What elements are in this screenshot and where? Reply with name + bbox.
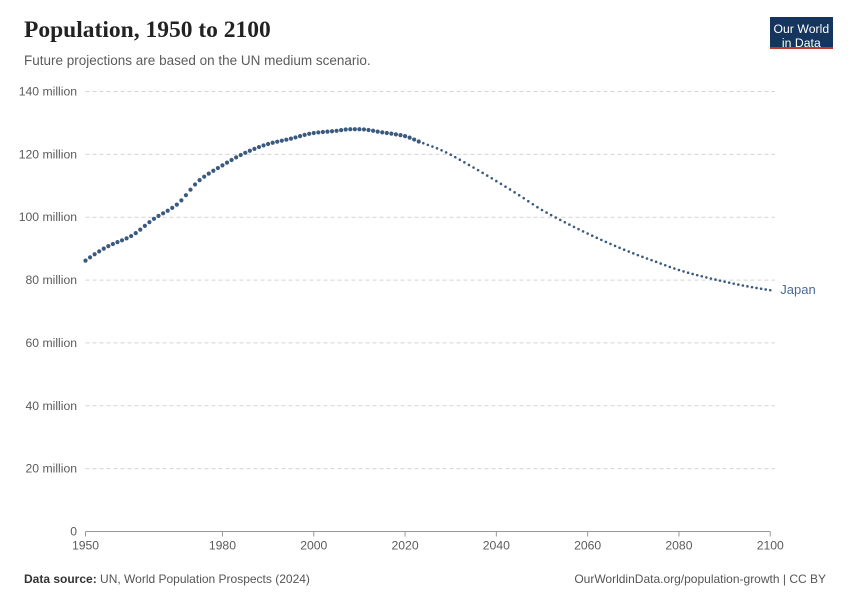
svg-text:Japan: Japan: [780, 282, 815, 297]
svg-text:60 million: 60 million: [26, 336, 77, 350]
svg-text:1950: 1950: [72, 539, 99, 553]
svg-text:80 million: 80 million: [26, 273, 77, 287]
svg-text:20 million: 20 million: [26, 462, 77, 476]
svg-text:100 million: 100 million: [19, 210, 77, 224]
svg-text:2000: 2000: [300, 539, 327, 553]
svg-text:1980: 1980: [209, 539, 236, 553]
svg-text:2020: 2020: [391, 539, 418, 553]
svg-text:140 million: 140 million: [19, 85, 77, 99]
svg-text:2040: 2040: [483, 539, 510, 553]
svg-text:2060: 2060: [574, 539, 601, 553]
svg-text:40 million: 40 million: [26, 399, 77, 413]
svg-text:2080: 2080: [665, 539, 692, 553]
svg-text:2100: 2100: [757, 539, 784, 553]
svg-text:120 million: 120 million: [19, 147, 77, 161]
svg-text:0: 0: [70, 525, 77, 539]
